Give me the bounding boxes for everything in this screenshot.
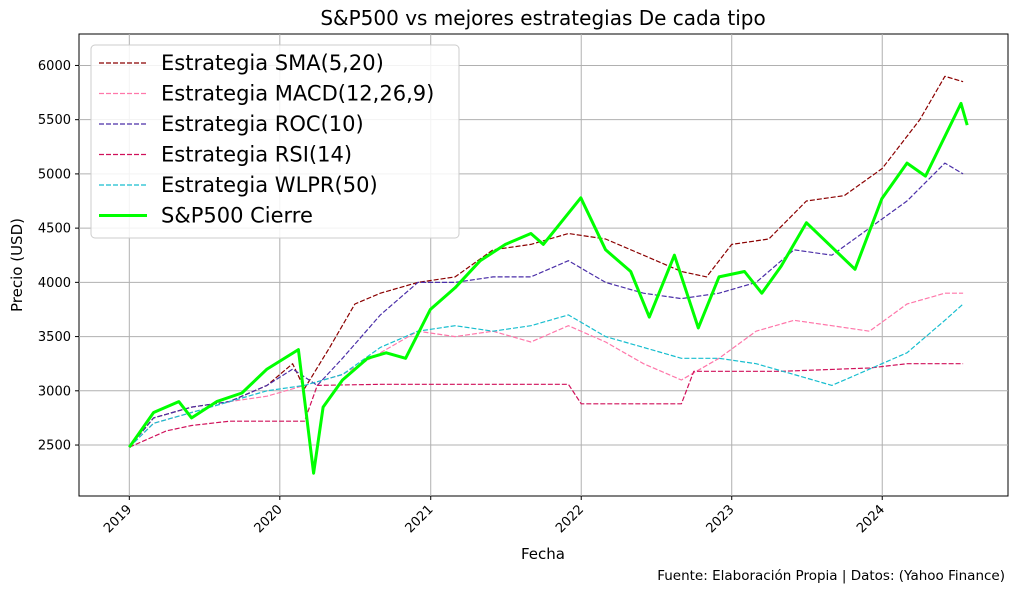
y-tick-label: 3500 bbox=[38, 330, 71, 345]
series-line-3 bbox=[128, 162, 964, 448]
series-line-2 bbox=[128, 292, 964, 448]
y-axis-label: Precio (USD) bbox=[8, 218, 26, 312]
series-line-1 bbox=[128, 75, 964, 448]
legend-box bbox=[90, 44, 460, 239]
legend-label: Estrategia SMA(5,20) bbox=[161, 51, 384, 75]
y-axis-ticks: 2500 3000 3500 4000 4500 5000 5500 6000 bbox=[38, 59, 79, 454]
series-line-5 bbox=[128, 303, 964, 448]
x-axis-ticks: 2019 2020 2021 2022 2023 2024 bbox=[101, 496, 888, 536]
y-tick-label: 5500 bbox=[38, 113, 71, 128]
legend-label: S&P500 Cierre bbox=[161, 204, 313, 228]
y-tick-label: 3000 bbox=[38, 384, 71, 399]
x-tick-label: 2020 bbox=[252, 502, 286, 536]
legend-label: Estrategia WLPR(50) bbox=[161, 173, 378, 197]
series-layer bbox=[128, 75, 969, 475]
y-tick-label: 6000 bbox=[38, 59, 71, 74]
y-tick-label: 4000 bbox=[38, 276, 71, 291]
x-axis-label: Fecha bbox=[521, 545, 565, 563]
x-tick-label: 2019 bbox=[101, 502, 135, 536]
x-tick-label: 2021 bbox=[403, 502, 437, 536]
y-tick-label: 5000 bbox=[38, 167, 71, 182]
chart-title: S&P500 vs mejores estrategias De cada ti… bbox=[320, 6, 765, 30]
legend-label: Estrategia RSI(14) bbox=[161, 143, 352, 167]
series-line-4 bbox=[129, 363, 964, 448]
legend-label: Estrategia MACD(12,26,9) bbox=[161, 82, 434, 106]
y-tick-label: 2500 bbox=[38, 439, 71, 454]
y-tick-label: 4500 bbox=[38, 222, 71, 237]
x-tick-label: 2022 bbox=[553, 502, 587, 536]
plot-area-frame bbox=[78, 33, 1009, 497]
legend-label: Estrategia ROC(10) bbox=[161, 112, 364, 136]
series-line-6 bbox=[128, 101, 969, 475]
x-tick-label: 2023 bbox=[704, 502, 738, 536]
legend: Estrategia SMA(5,20) Estrategia MACD(12,2… bbox=[90, 44, 460, 239]
x-tick-label: 2024 bbox=[854, 502, 888, 536]
source-note: Fuente: Elaboración Propia | Datos: (Yah… bbox=[657, 568, 1005, 584]
